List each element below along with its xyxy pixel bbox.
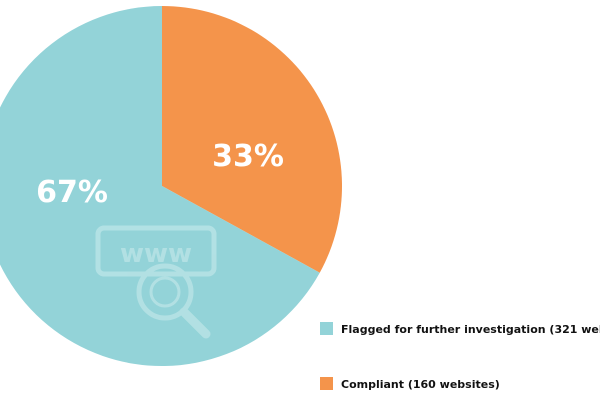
pie-slice-compliant <box>162 6 343 273</box>
slice-label-compliant: 33% <box>212 139 284 174</box>
legend-swatch-flagged <box>320 322 333 335</box>
pie-slice-flagged <box>0 6 320 366</box>
watermark-www-text: www <box>120 239 192 269</box>
legend-swatch-compliant <box>320 377 333 390</box>
legend-label-compliant: Compliant (160 websites) <box>341 378 500 391</box>
pie-slices <box>0 6 343 366</box>
legend: Flagged for further investigation (321 w… <box>320 322 600 391</box>
slice-label-flagged: 67% <box>36 175 108 210</box>
magnifier-browser-icon <box>95 225 217 339</box>
legend-label-flagged: Flagged for further investigation (321 w… <box>341 323 600 336</box>
